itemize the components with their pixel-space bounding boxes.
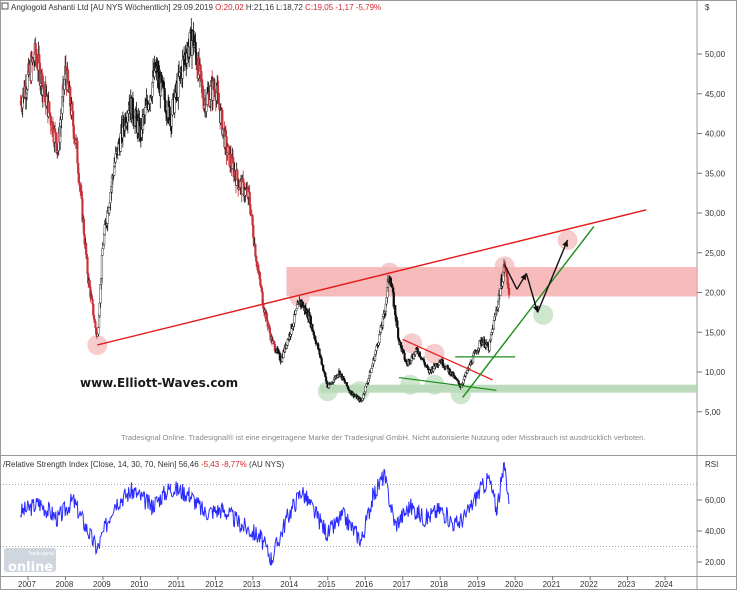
rsi-line	[20, 462, 510, 566]
time-tick-label-11: 2018	[430, 580, 448, 589]
candle-body-259	[206, 93, 209, 105]
projection-arrowhead-3	[562, 240, 568, 248]
candle-body-383	[295, 308, 298, 311]
time-tick-label-5: 2012	[205, 580, 223, 589]
projection-arrowhead-2	[532, 305, 539, 313]
time-tick-label-0: 2007	[18, 580, 36, 589]
support-zone	[320, 384, 697, 393]
candle-body-657	[492, 320, 496, 330]
candle-body-423	[324, 372, 327, 377]
red-trendline	[97, 209, 647, 346]
rsi-tick-label-2: 60,00	[705, 496, 726, 505]
green-marker-4	[450, 384, 471, 405]
tradesignal-logo: Tradesignal online	[4, 548, 56, 575]
time-tick-label-2: 2009	[93, 580, 111, 589]
candle-body-73	[72, 110, 75, 127]
time-tick-label-16: 2023	[618, 580, 636, 589]
candle-body-343	[266, 320, 269, 327]
candle-body-593	[446, 365, 449, 369]
price-tick-label-2: 15,00	[705, 328, 726, 337]
time-tick-label-3: 2010	[130, 580, 148, 589]
price-tick-label-6: 35,00	[705, 169, 726, 178]
currency-label: $	[705, 3, 710, 12]
projection-segment-0	[504, 264, 518, 290]
copyright-notice: Tradesignal Online. Tradesignal® ist ein…	[121, 433, 645, 442]
green-trendline	[462, 226, 595, 398]
time-tick-label-9: 2016	[355, 580, 373, 589]
time-tick-label-13: 2020	[505, 580, 523, 589]
time-tick-label-6: 2013	[243, 580, 261, 589]
price-tick-label-1: 10,00	[705, 368, 726, 377]
candle-body-608	[457, 380, 460, 384]
candle-body-453	[345, 382, 349, 387]
candle-body-114	[101, 248, 104, 256]
chart-header: Anglogold Ashanti Ltd [AU NYS Wöchentlic…	[11, 3, 381, 12]
rsi-header: /Relative Strength Index [Close, 14, 30,…	[3, 460, 284, 469]
candle-body-276	[218, 104, 221, 110]
svg-text:Tradesignal: Tradesignal	[28, 551, 55, 557]
candle-body-678	[507, 288, 511, 296]
projection-arrowhead-1	[520, 273, 527, 281]
time-tick-label-15: 2022	[580, 580, 598, 589]
time-tick-label-17: 2024	[655, 580, 673, 589]
time-tick-label-14: 2021	[543, 580, 561, 589]
projection-segment-3	[536, 239, 569, 313]
price-tick-label-5: 30,00	[705, 209, 726, 218]
candle-body-382	[294, 310, 297, 315]
time-tick-label-10: 2017	[393, 580, 411, 589]
rsi-panel: 20,00 40,00 60,00	[0, 462, 726, 567]
time-tick-label-1: 2008	[55, 580, 73, 589]
price-tick-label-3: 20,00	[705, 289, 726, 298]
candle-body-117	[103, 224, 106, 235]
candle-body-319	[249, 204, 252, 215]
candle-body-108	[97, 327, 100, 335]
candle-body-528	[399, 342, 403, 346]
candle-body-49	[54, 132, 57, 144]
time-tick-label-4: 2011	[168, 580, 186, 589]
candle-body-40	[48, 101, 51, 114]
wedge-lower-line	[398, 376, 497, 391]
projection-segment-2	[525, 273, 539, 313]
candle-body-524	[396, 327, 400, 339]
wedge-upper-line	[402, 338, 493, 381]
time-tick-label-7: 2014	[280, 580, 298, 589]
resistance-zone	[286, 267, 697, 297]
price-tick-label-4: 25,00	[705, 249, 726, 258]
price-tick-label-7: 40,00	[705, 130, 726, 139]
rsi-axis-label: RSI	[705, 460, 718, 469]
candle-body-494	[375, 345, 378, 351]
candle-body-156	[131, 98, 135, 119]
candle-body-105	[95, 327, 98, 335]
price-tick-label-8: 45,00	[705, 90, 726, 99]
rsi-tick-label-0: 20,00	[705, 558, 726, 567]
candle-body-488	[371, 365, 374, 369]
time-tick-label-8: 2015	[318, 580, 336, 589]
candle-body-531	[402, 348, 405, 351]
svg-text:online: online	[8, 560, 53, 575]
candle-body-93	[86, 257, 89, 274]
candle-body-335	[260, 287, 264, 292]
candle-body-301	[236, 169, 239, 181]
rsi-tick-label-1: 40,00	[705, 527, 726, 536]
candle-body-113	[100, 255, 104, 279]
price-tick-label-9: 50,00	[705, 50, 726, 59]
candle-body-250	[199, 65, 202, 72]
candle-body-100	[91, 299, 94, 305]
green-marker-0	[317, 381, 338, 402]
price-tick-label-0: 5,00	[705, 408, 721, 417]
price-panel	[19, 18, 697, 405]
time-tick-label-12: 2019	[468, 580, 486, 589]
green-marker-3	[424, 374, 445, 395]
collapse-icon[interactable]	[1, 2, 9, 10]
watermark: www.Elliott-Waves.com	[80, 376, 238, 390]
candle-body-214	[173, 97, 176, 114]
candle-body-581	[438, 362, 441, 365]
candle-body-116	[102, 234, 106, 245]
axes: 5,00 10,00 15,00 20,00 25,00 30,00 35,00 40,00 4…	[18, 50, 726, 589]
candle-body-173	[144, 107, 147, 116]
